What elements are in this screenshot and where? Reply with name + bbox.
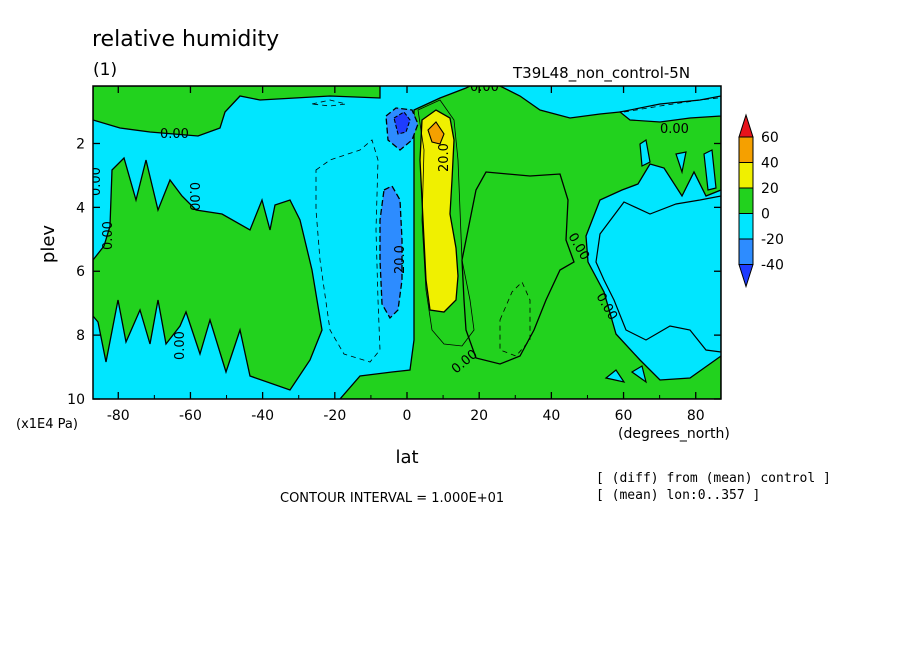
north-cyan-pocket: [595, 195, 721, 353]
x-tick-label: 80: [687, 408, 705, 424]
x-tick-label: 60: [615, 408, 633, 424]
legend-label: -40: [761, 258, 784, 274]
legend-swatch: [738, 136, 754, 163]
x-tick-label: -40: [251, 408, 274, 424]
negative-minimum-region: [379, 185, 403, 320]
x-tick-label: -60: [179, 408, 202, 424]
legend-swatch: [738, 162, 754, 189]
y-tick-label: 4: [76, 200, 85, 216]
peak-region: [427, 121, 445, 145]
note-diff: [ (diff) from (mean) control ]: [596, 471, 831, 486]
contour-label: 20.0: [393, 245, 408, 274]
y-tick-label: 8: [76, 328, 85, 344]
legend-swatch-top: [738, 113, 754, 138]
legend-swatch-bottom: [738, 264, 754, 289]
color-legend: 60 40 20 0 -20 -40: [738, 113, 784, 289]
x-tick-label: 0: [403, 408, 412, 424]
contour-line-right-dash: [623, 97, 719, 113]
x-tick-label: -80: [107, 408, 130, 424]
contour-label: 0.00: [186, 182, 201, 211]
contour-line-pos-10: [417, 99, 475, 347]
contour-label: 0.00: [160, 127, 189, 142]
y-axis: 2 4 6 8 10: [67, 136, 721, 408]
contour-line-top-dash: [311, 99, 347, 107]
x-axis-label: lat: [395, 447, 418, 468]
legend-label: 20: [761, 181, 779, 197]
top-left-green-band: [93, 86, 381, 137]
legend-label: 40: [761, 156, 779, 172]
legend-label: 60: [761, 130, 779, 146]
y-tick-label: 10: [67, 392, 85, 408]
contour-lines: [311, 97, 719, 363]
contour-label: 0.00: [173, 331, 188, 360]
lower-north-pocket: [604, 369, 626, 383]
contour-label: 0.00: [660, 122, 689, 137]
x-tick-label: -20: [323, 408, 346, 424]
y-axis-label: plev: [38, 225, 59, 264]
legend-label: -20: [761, 232, 784, 248]
contour-interval: CONTOUR INTERVAL = 1.000E+01: [280, 491, 504, 506]
experiment-label: T39L48_non_control-5N: [512, 64, 690, 83]
x-tick-label: 20: [470, 408, 488, 424]
lower-north-pocket-2: [630, 365, 647, 384]
right-top-cyan-strip: [618, 95, 721, 123]
x-tick-label: 40: [542, 408, 560, 424]
contour-line-neg-10b: [499, 281, 531, 357]
negative-pockets: [595, 95, 721, 384]
x-axis-units: (degrees_north): [618, 426, 730, 442]
chart-subtitle: (1): [93, 60, 117, 80]
positive-maximum-region: [419, 109, 459, 313]
legend-label: 0: [761, 207, 770, 223]
contour-field: 0.00 0.00 0.00 0.00 0.00 0.00 0.00 0.00 …: [89, 80, 721, 399]
north-ridge-pocket-3: [703, 149, 717, 191]
y-tick-label: 6: [76, 264, 85, 280]
deep-minimum-core: [393, 111, 411, 135]
chart-title: relative humidity: [92, 27, 279, 52]
contour-label: 0.00: [101, 221, 116, 250]
north-ridge-pocket: [639, 138, 651, 167]
y-tick-label: 2: [76, 136, 85, 152]
x-axis: -80 -60 -40 -20 0 20 40 60 80: [107, 86, 705, 424]
note-mean: [ (mean) lon:0..357 ]: [596, 488, 760, 503]
contour-label: 0.00: [89, 167, 104, 196]
contour-label: 0.00: [470, 80, 499, 95]
contour-label: 20.0: [437, 143, 452, 172]
left-green-lobe: [93, 156, 323, 391]
y-axis-units: (x1E4 Pa): [16, 417, 78, 432]
legend-swatch: [738, 213, 754, 240]
legend-swatch: [738, 187, 754, 214]
north-ridge-pocket-2: [675, 151, 687, 175]
legend-swatch: [738, 238, 754, 265]
